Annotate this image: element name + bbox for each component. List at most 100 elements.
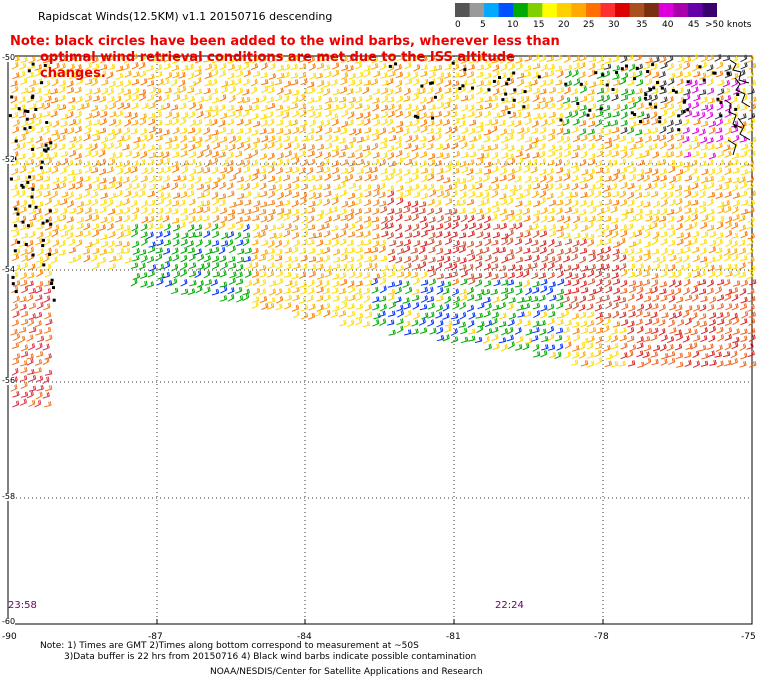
wind-barb xyxy=(372,199,380,207)
contamination-dot xyxy=(20,183,24,187)
wind-barb xyxy=(603,312,612,319)
wind-barb xyxy=(620,166,628,175)
wind-barb xyxy=(179,117,187,126)
wind-barb xyxy=(140,223,148,232)
wind-barb xyxy=(548,111,557,118)
wind-barb xyxy=(562,222,570,231)
wind-barb xyxy=(372,151,380,159)
wind-barb xyxy=(172,71,180,79)
wind-barb xyxy=(564,264,572,272)
wind-barb xyxy=(325,134,333,142)
wind-barb xyxy=(156,56,164,64)
wind-barb xyxy=(698,344,707,352)
wind-barb xyxy=(460,270,468,278)
wind-barb xyxy=(12,175,21,182)
wind-barb xyxy=(707,208,715,216)
wind-barb xyxy=(707,279,714,288)
wind-barb xyxy=(701,353,709,360)
wind-barb xyxy=(491,200,499,208)
wind-barb xyxy=(514,175,522,183)
wind-barb xyxy=(51,71,59,79)
wind-barb xyxy=(532,286,540,294)
wind-barb xyxy=(555,182,563,190)
wind-barb xyxy=(114,240,123,247)
wind-barb xyxy=(42,62,51,70)
wind-barb xyxy=(692,265,700,272)
wind-barb xyxy=(554,65,563,72)
wind-barb xyxy=(461,151,469,159)
wind-barb xyxy=(131,102,139,110)
wind-barb xyxy=(372,207,380,215)
wind-barb xyxy=(731,206,739,214)
wind-barb xyxy=(523,247,531,254)
wind-barb xyxy=(627,326,635,335)
wind-barb xyxy=(725,239,733,247)
wind-barb xyxy=(307,144,315,152)
wind-barb xyxy=(66,80,74,88)
wind-barb xyxy=(259,153,267,160)
wind-barb xyxy=(108,230,116,239)
wind-barb xyxy=(180,269,187,277)
wind-barb xyxy=(154,87,162,96)
wind-barb xyxy=(59,175,68,184)
wind-barb xyxy=(340,127,348,135)
wind-barb xyxy=(196,166,205,174)
contamination-dot xyxy=(49,222,53,226)
wind-barb xyxy=(341,159,349,166)
wind-barb xyxy=(402,152,410,160)
wind-barb xyxy=(259,295,268,303)
wind-barb xyxy=(524,237,533,246)
wind-barb xyxy=(154,144,163,151)
wind-barb xyxy=(682,287,690,296)
wind-barb xyxy=(348,136,357,144)
wind-barb xyxy=(428,216,436,224)
wind-barb xyxy=(669,254,677,262)
wind-barb xyxy=(467,93,475,102)
wind-barb xyxy=(634,238,642,246)
wind-barb xyxy=(443,110,451,118)
wind-barb xyxy=(604,198,613,206)
wind-barb xyxy=(195,285,203,294)
wind-barb xyxy=(388,329,396,336)
wind-barb xyxy=(522,126,530,135)
wind-barb xyxy=(491,165,499,173)
wind-barb xyxy=(284,302,292,310)
wind-barb xyxy=(387,173,395,182)
wind-barb xyxy=(530,142,538,150)
wind-barb xyxy=(220,240,229,247)
wind-barb xyxy=(652,134,661,142)
wind-barb xyxy=(339,102,347,110)
contamination-dot xyxy=(48,252,52,256)
wind-barb xyxy=(19,398,27,406)
wind-barb xyxy=(453,215,461,223)
wind-barb xyxy=(141,102,149,110)
wind-barb xyxy=(586,342,594,350)
wind-barb xyxy=(475,182,483,190)
wind-barb xyxy=(421,222,429,230)
wind-barb xyxy=(429,269,437,278)
wind-barb xyxy=(220,112,228,120)
wind-barb xyxy=(547,344,556,351)
wind-barb xyxy=(637,111,645,118)
contamination-markers xyxy=(8,61,740,302)
wind-barb xyxy=(579,143,587,151)
wind-barb xyxy=(244,247,252,254)
wind-barb xyxy=(157,167,165,175)
wind-barb xyxy=(317,224,325,232)
wind-barb xyxy=(203,87,211,95)
wind-barb xyxy=(132,247,140,255)
wind-barb xyxy=(356,158,365,166)
wind-barb xyxy=(435,143,444,150)
wind-barb xyxy=(244,174,252,183)
wind-barb xyxy=(404,309,412,318)
wind-barb xyxy=(52,176,60,184)
wind-barb xyxy=(28,399,36,408)
wind-barb xyxy=(539,190,547,198)
colorbar-label: 20 xyxy=(558,20,570,30)
wind-barb xyxy=(306,134,315,142)
wind-barb xyxy=(571,287,580,294)
wind-barb xyxy=(627,248,635,256)
wind-barb xyxy=(386,319,395,326)
contamination-dot xyxy=(564,82,568,86)
wind-barb xyxy=(291,273,299,280)
